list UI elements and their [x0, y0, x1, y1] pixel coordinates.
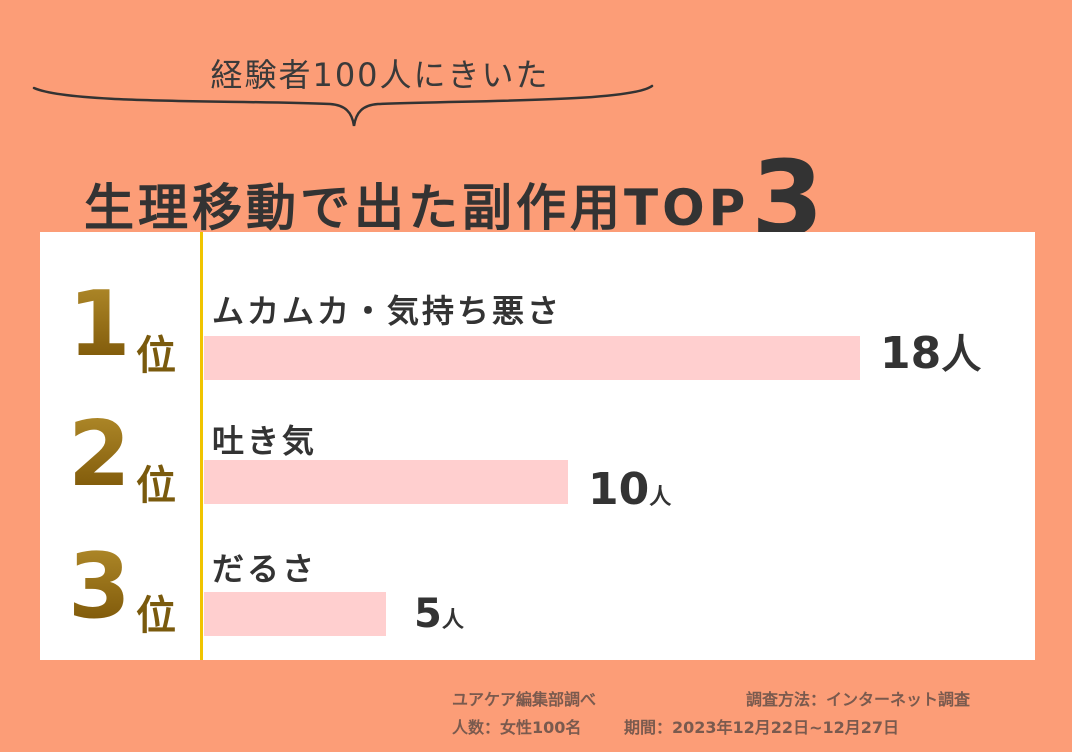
footer-method: 調査方法：インターネット調査	[746, 690, 971, 709]
brace-decoration	[32, 84, 654, 127]
footer-respondents: 人数：女性100名	[452, 718, 582, 737]
value-3-number: 5	[414, 591, 442, 637]
rank-3-number: 3	[68, 534, 131, 639]
value-2-number: 10	[588, 464, 650, 515]
ranking-panel: 1 位 ムカムカ・気持ち悪さ 18人 2 位 吐き気 10人 3 位 だるさ 5…	[40, 232, 1035, 660]
rank-1-suffix: 位	[136, 333, 176, 379]
value-label-3: 5人	[414, 594, 464, 634]
rank-2-suffix: 位	[136, 463, 176, 509]
subtitle: 経験者100人にきいた	[210, 56, 550, 94]
item-label-1: ムカムカ・気持ち悪さ	[212, 292, 563, 330]
value-1-unit: 人	[941, 332, 982, 378]
rank-1-number: 1	[68, 272, 131, 377]
footer-source: ユアケア編集部調べ	[452, 690, 597, 709]
value-label-1: 18人	[880, 332, 981, 376]
rank-2-number: 2	[68, 402, 131, 507]
value-3-unit: 人	[441, 608, 464, 633]
divider-line	[200, 232, 203, 660]
value-2-unit: 人	[649, 485, 672, 510]
bar-3	[204, 592, 386, 636]
page-title: 生理移動で出た副作用TOP3	[84, 138, 828, 260]
item-label-3: だるさ	[212, 550, 318, 588]
value-label-2: 10人	[588, 468, 671, 512]
bar-1	[204, 336, 860, 380]
rank-3-suffix: 位	[136, 593, 176, 639]
bar-2	[204, 460, 568, 504]
title-text: 生理移動で出た副作用TOP	[84, 179, 750, 237]
value-1-number: 18	[880, 328, 942, 379]
footer-period: 期間：2023年12月22日~12月27日	[624, 718, 900, 737]
item-label-2: 吐き気	[212, 422, 318, 460]
